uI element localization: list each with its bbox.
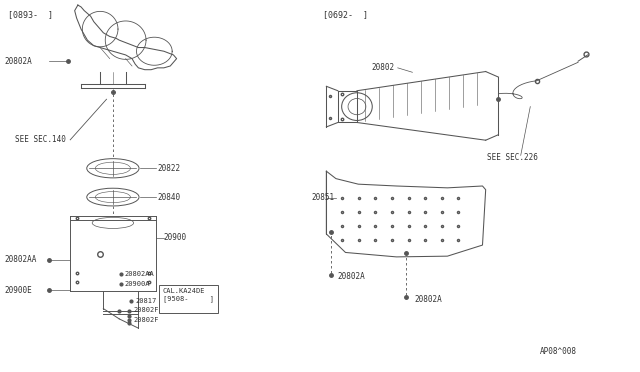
Text: 20802: 20802 [371, 63, 394, 72]
Text: SEE SEC.140: SEE SEC.140 [15, 135, 67, 144]
Text: AP08^008: AP08^008 [540, 347, 577, 356]
Text: 20802AA: 20802AA [4, 255, 37, 264]
Text: 20851: 20851 [312, 193, 335, 202]
Text: 20900: 20900 [164, 233, 187, 242]
Text: [0893-  ]: [0893- ] [8, 10, 52, 19]
Text: 20802AA: 20802AA [124, 271, 154, 277]
Bar [159, 285, 218, 313]
Text: 20802A: 20802A [338, 272, 365, 281]
Text: [9508-     ]: [9508- ] [163, 295, 214, 302]
Text: 20802A: 20802A [414, 295, 442, 304]
Text: CAL.KA24DE: CAL.KA24DE [163, 288, 205, 294]
Ellipse shape [342, 93, 372, 121]
Text: 20900E: 20900E [4, 286, 33, 295]
Text: [0692-  ]: [0692- ] [323, 10, 368, 19]
Text: 20840: 20840 [157, 193, 180, 202]
Text: 20802F: 20802F [134, 307, 159, 314]
Text: SEE SEC.226: SEE SEC.226 [487, 153, 538, 162]
Text: 20802A: 20802A [4, 57, 33, 66]
Text: 20817: 20817 [135, 298, 156, 304]
Text: 20802F: 20802F [134, 317, 159, 323]
Text: 20822: 20822 [157, 164, 180, 173]
Text: 20900A: 20900A [124, 281, 150, 287]
